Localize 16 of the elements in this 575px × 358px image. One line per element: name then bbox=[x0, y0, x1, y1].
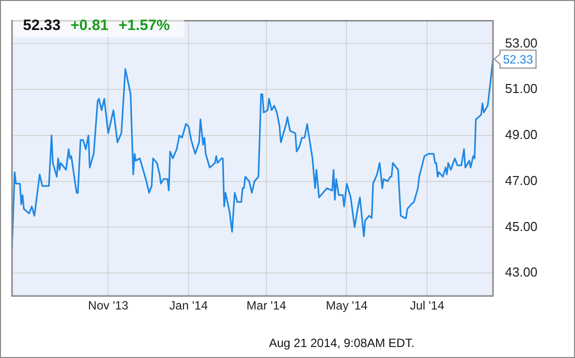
x-tick-label: Mar '14 bbox=[246, 298, 286, 313]
x-tick-label: May '14 bbox=[326, 298, 368, 313]
y-tick-label: 49.00 bbox=[505, 127, 538, 142]
y-tick-label: 45.00 bbox=[505, 218, 538, 234]
y-tick-label: 51.00 bbox=[505, 81, 538, 96]
y-tick-label: 53.00 bbox=[505, 35, 538, 50]
y-tick-label: 43.00 bbox=[505, 264, 538, 280]
annotation: +0.81 bbox=[70, 16, 109, 34]
annotation: +1.57% bbox=[118, 16, 170, 34]
x-tick-label: Nov '13 bbox=[88, 298, 129, 313]
x-tick-label: Jul '14 bbox=[410, 298, 445, 313]
x-tick-label: Jan '14 bbox=[169, 298, 208, 313]
chart-title: 52.33 bbox=[23, 16, 61, 34]
annotation: 52.33 bbox=[503, 52, 534, 66]
y-tick-label: 47.00 bbox=[505, 172, 538, 188]
text: Aug 21 2014, 9:08AM EDT. bbox=[269, 336, 414, 350]
